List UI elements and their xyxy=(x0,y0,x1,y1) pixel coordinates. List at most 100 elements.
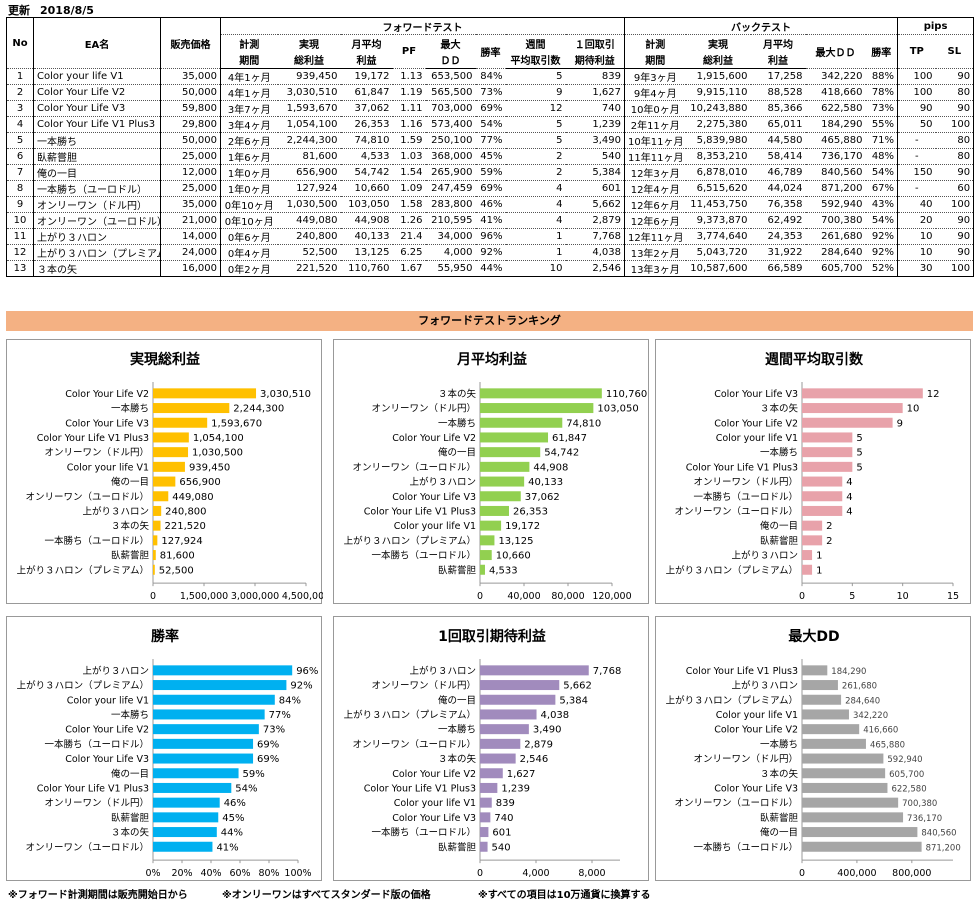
category-label: Color Your Life V1 Plus3 xyxy=(37,783,149,794)
x-tick-label: 80% xyxy=(258,868,279,879)
table-cell: 19,172 xyxy=(340,68,393,85)
table-cell: 10,243,880 xyxy=(685,100,751,117)
data-label: 92% xyxy=(290,681,312,692)
table-cell: Color Your Life V1 Plus3 xyxy=(33,116,161,133)
category-label: 上がり３ハロン（プレミアム） xyxy=(666,694,798,706)
back-col-header: 計測 xyxy=(624,34,686,52)
category-label: 一本勝ち xyxy=(760,738,798,750)
table-cell: 5 xyxy=(505,132,566,149)
table-cell: 1 xyxy=(6,68,34,85)
x-tick-label: 80,000 xyxy=(551,591,584,602)
bar xyxy=(480,753,516,764)
table-cell: 5,662 xyxy=(565,196,625,213)
table-cell: 368,000 xyxy=(425,148,476,165)
bar xyxy=(153,476,176,487)
table-cell: 60 xyxy=(935,180,974,197)
table-cell: 5,839,980 xyxy=(685,132,751,149)
category-label: 上がり３ハロン（プレミアム） xyxy=(344,535,476,547)
table-cell: 90 xyxy=(935,244,974,261)
bar xyxy=(802,491,843,502)
table-row: 13 ３本の矢 16,000 0年2ヶ月 221,520 110,760 1.67 55,95… xyxy=(6,260,974,277)
table-cell: 66,589 xyxy=(750,260,806,277)
data-label: 12 xyxy=(927,389,940,400)
category-label: 一本勝ち xyxy=(438,417,476,429)
table-cell: 12 xyxy=(505,100,566,117)
table-cell: 1,627 xyxy=(565,84,625,101)
data-label: 61,847 xyxy=(552,433,587,444)
table-cell: 5 xyxy=(6,132,34,149)
table-cell: 13年3ヶ月 xyxy=(624,260,686,277)
bar xyxy=(153,841,213,852)
category-label: Color Your Life V2 xyxy=(714,418,798,429)
table-cell: 90 xyxy=(897,100,936,117)
category-label: 上がり３ハロン（プレミアム） xyxy=(666,564,798,576)
table-cell: 92% xyxy=(865,228,898,245)
data-label: 540 xyxy=(492,842,511,853)
data-label: 240,800 xyxy=(165,506,206,517)
table-cell: 1,054,100 xyxy=(277,116,341,133)
table-cell: 2 xyxy=(505,164,566,181)
x-tick-label: 120,000 xyxy=(592,591,631,602)
bar xyxy=(480,827,489,838)
table-cell: 10年11ヶ月 xyxy=(624,132,686,149)
table-cell: 69% xyxy=(475,100,506,117)
table-cell: 6,515,620 xyxy=(685,180,751,197)
bar xyxy=(480,535,495,546)
bar xyxy=(480,491,521,502)
data-label: 5 xyxy=(856,433,862,444)
table-cell: 3 xyxy=(6,100,34,117)
table-cell: 736,170 xyxy=(805,148,866,165)
table-cell: 67% xyxy=(865,180,898,197)
table-cell: 52,500 xyxy=(277,244,341,261)
bar xyxy=(153,768,239,779)
bar xyxy=(480,768,503,779)
table-cell: 465,880 xyxy=(805,132,866,149)
table-cell: 43% xyxy=(865,196,898,213)
category-label: Color your life V1 xyxy=(716,710,798,721)
table-cell: 4年1ヶ月 xyxy=(220,84,278,101)
table-cell: 59% xyxy=(475,164,506,181)
chart-panel: 実現総利益 Color Your Life V2 3,030,510 一本勝ち 2,24… xyxy=(6,339,323,604)
bar xyxy=(480,505,509,516)
category-label: Color Your Life V1 Plus3 xyxy=(686,666,798,677)
table-cell: 1.59 xyxy=(392,132,426,149)
chart-title: 実現総利益 xyxy=(130,351,200,368)
data-label: 449,080 xyxy=(172,492,213,503)
category-label: 俺の一目 xyxy=(438,447,476,459)
table-cell: 46,789 xyxy=(750,164,806,181)
category-label: Color Your Life V1 Plus3 xyxy=(364,506,476,517)
table-cell: 1,593,670 xyxy=(277,100,341,117)
x-tick-label: 8,000 xyxy=(578,868,605,879)
category-label: 俺の一目 xyxy=(111,476,149,488)
data-label: 3,490 xyxy=(533,725,562,736)
table-cell: 2 xyxy=(6,84,34,101)
x-tick-label: 1,500,000 xyxy=(180,591,228,602)
bar xyxy=(153,564,155,575)
table-cell: 35,000 xyxy=(160,68,221,85)
table-cell: 4 xyxy=(505,196,566,213)
table-cell: 4 xyxy=(505,212,566,229)
table-cell: 592,940 xyxy=(805,196,866,213)
data-label: 73% xyxy=(263,725,285,736)
x-tick-label: 0 xyxy=(477,868,483,879)
category-label: 上がり３ハロン xyxy=(409,476,476,488)
data-label: 9 xyxy=(897,418,903,429)
category-label: オンリーワン（ユーロドル） xyxy=(352,461,476,473)
table-cell: 240,800 xyxy=(277,228,341,245)
category-label: 一本勝ち（ユーロドル） xyxy=(371,827,476,839)
data-label: 103,050 xyxy=(597,404,638,415)
bar xyxy=(480,797,492,808)
table-cell: 12年4ヶ月 xyxy=(624,180,686,197)
table-cell: - xyxy=(897,180,936,197)
table-cell: 601 xyxy=(565,180,625,197)
data-label: 110,760 xyxy=(606,389,647,400)
table-cell: 839 xyxy=(565,68,625,85)
bar xyxy=(480,709,537,720)
table-cell: 700,380 xyxy=(805,212,866,229)
footer-note-2: ※オンリーワンはすべてスタンダード版の価格 xyxy=(222,890,431,901)
data-label: 4,038 xyxy=(541,710,570,721)
table-cell: 5,043,720 xyxy=(685,244,751,261)
table-cell: Color Your Life V3 xyxy=(33,100,161,117)
